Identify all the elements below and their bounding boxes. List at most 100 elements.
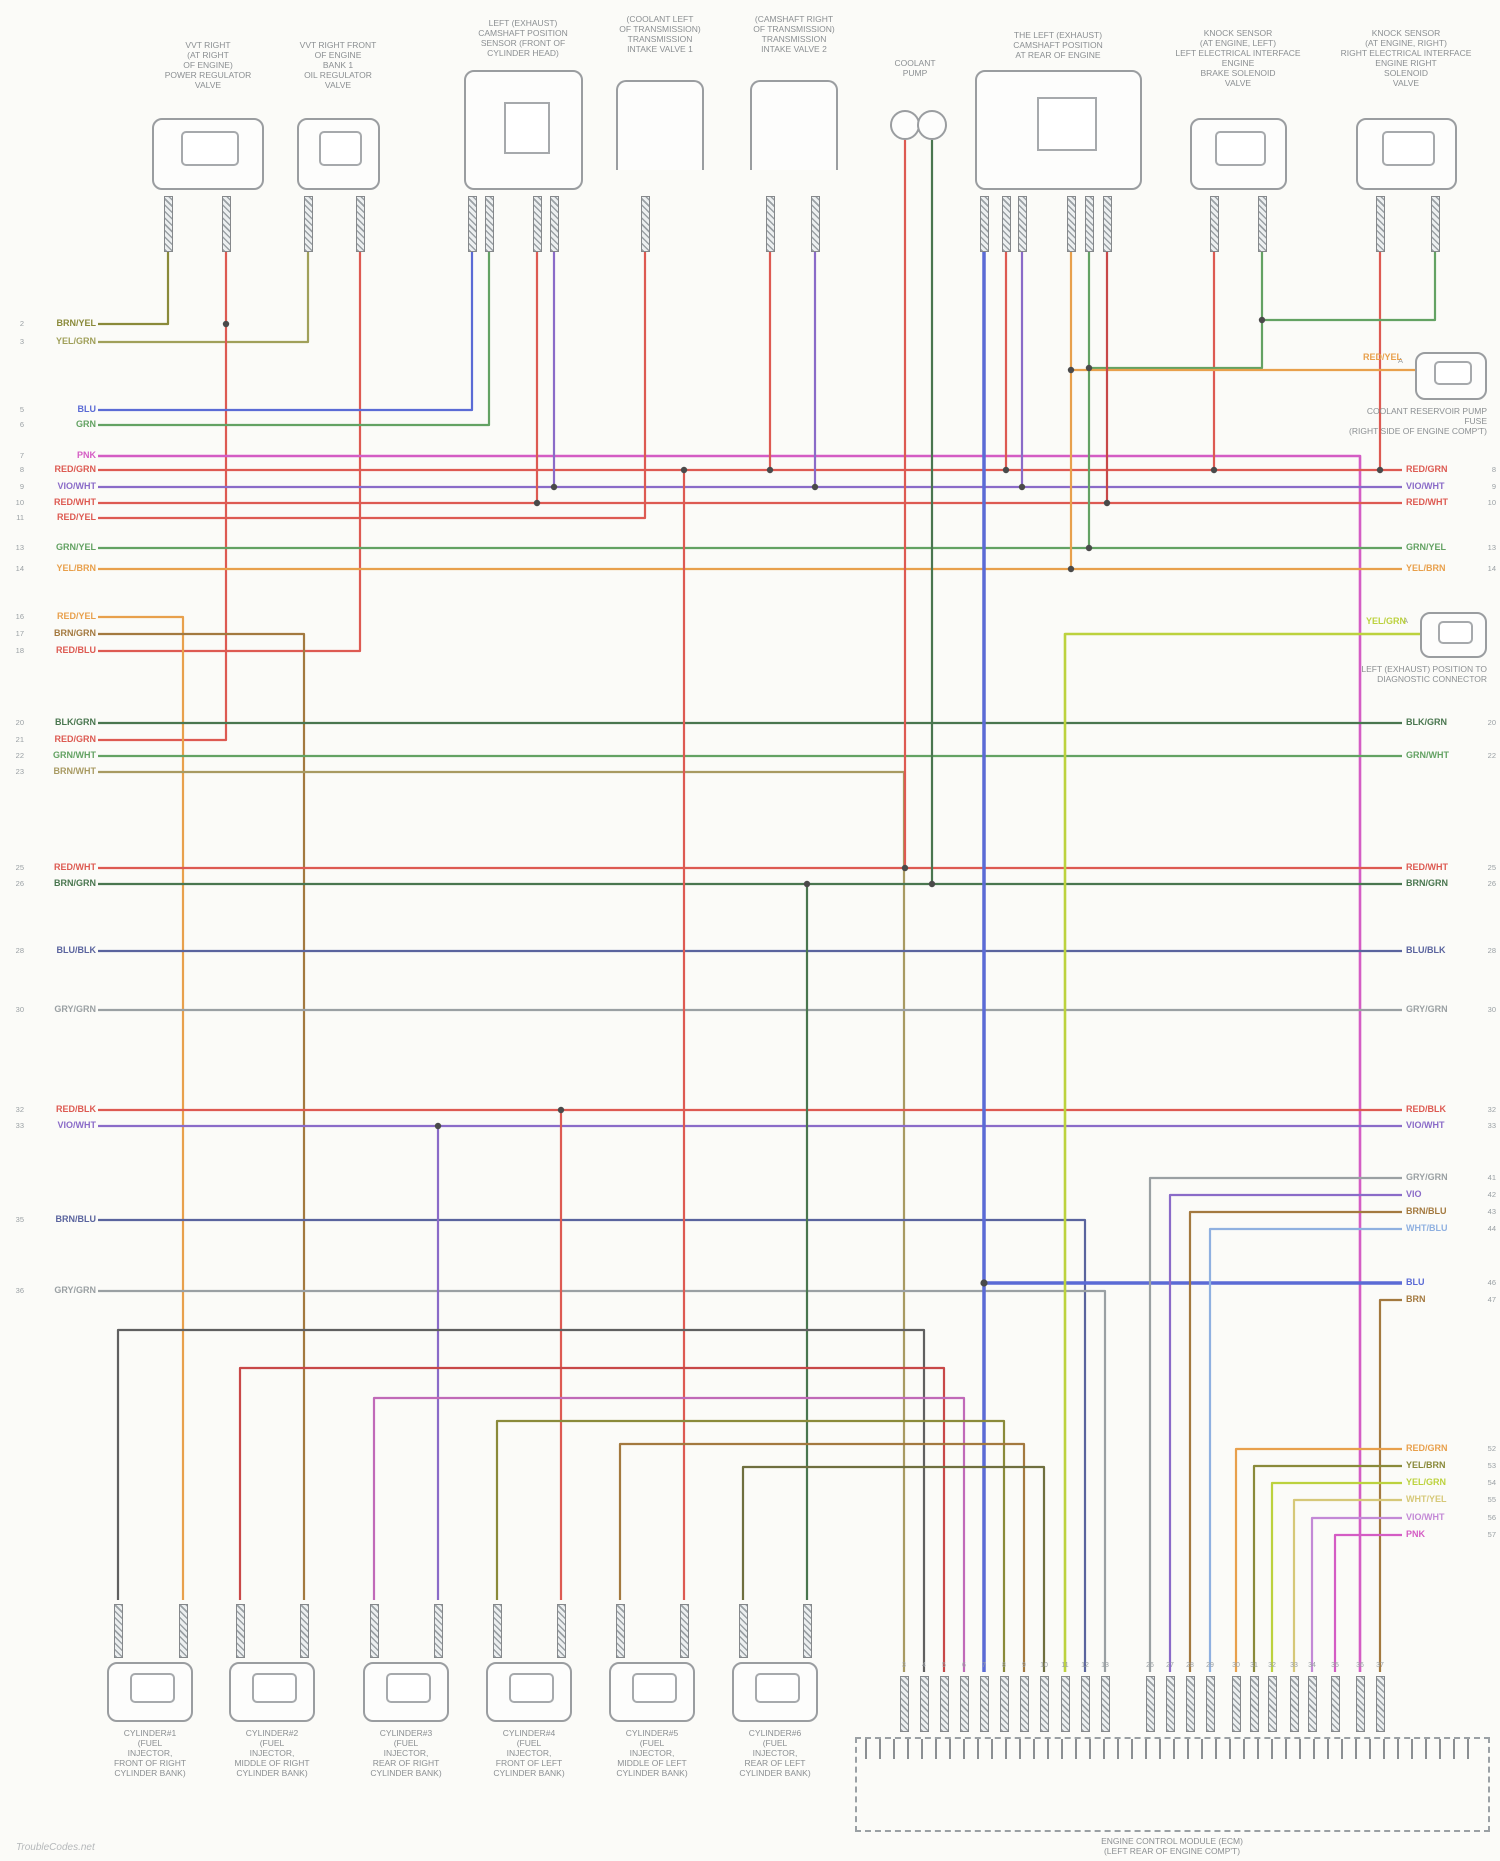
pin-number: 22 <box>15 751 24 760</box>
component-label: KNOCK SENSOR (AT ENGINE, LEFT) LEFT ELEC… <box>1175 28 1301 88</box>
wire-label: GRN/WHT <box>53 750 96 760</box>
connector-pin <box>615 1604 625 1658</box>
wire-label: GRN <box>76 419 96 429</box>
connector-pin <box>765 196 775 252</box>
pin-number: 16 <box>15 612 24 621</box>
component-camshaft-position-left-exhaust <box>975 70 1142 190</box>
pin-number: 30 <box>15 1005 24 1014</box>
pin-number: 28 <box>15 946 24 955</box>
ecm-connector-pin <box>1039 1676 1049 1732</box>
ecm-connector-pin <box>1267 1676 1277 1732</box>
ecm-connector-pin <box>1330 1676 1340 1732</box>
ecm-pin-number: 9 <box>1022 1662 1026 1669</box>
wire-label: BLU <box>1406 1277 1425 1287</box>
wire-label: RED/GRN <box>1406 464 1448 474</box>
injector-label: CYLINDER#1 (FUEL INJECTOR, FRONT OF RIGH… <box>113 1728 187 1778</box>
wire-label: RED/GRN <box>54 464 96 474</box>
ecm-pin-number: 31 <box>1250 1662 1258 1669</box>
ecm-connector-pin <box>979 1676 989 1732</box>
component-camshaft-position-sensor-left <box>464 70 583 190</box>
connector-cavity <box>181 130 239 167</box>
diagnostic-connector-label: LEFT (EXHAUST) POSITION TO DIAGNOSTIC CO… <box>1361 664 1487 684</box>
ecm-connector-pin <box>999 1676 1009 1732</box>
ecm-pin-number: 29 <box>1206 1662 1214 1669</box>
connector-pin <box>1017 196 1027 252</box>
connector-pin <box>556 1604 566 1658</box>
pin-number: 52 <box>1487 1444 1496 1453</box>
pin-number: 10 <box>1487 498 1496 507</box>
wire-label: WHT/YEL <box>1406 1494 1447 1504</box>
pin-number: 14 <box>15 564 24 573</box>
component-transmission-intake-valve-1 <box>616 80 704 170</box>
connector-cavity <box>251 1672 297 1703</box>
ecm-pin-number: 32 <box>1268 1662 1276 1669</box>
component-transmission-intake-valve-2 <box>750 80 838 170</box>
ecm-connector-pin <box>1355 1676 1365 1732</box>
pin-number: 2 <box>19 319 24 328</box>
pin-number: 32 <box>15 1105 24 1114</box>
wire-label: BLK/GRN <box>1406 717 1447 727</box>
pin-number: 46 <box>1487 1278 1496 1287</box>
fuse-label: COOLANT RESERVOIR PUMP FUSE (RIGHT SIDE … <box>1349 406 1487 436</box>
connector-pin <box>1102 196 1112 252</box>
component-label: VVT RIGHT FRONT OF ENGINE BANK 1 OIL REG… <box>299 40 377 90</box>
connector-cavity <box>318 130 363 167</box>
pin-number: 14 <box>1487 564 1496 573</box>
wire-label: BLU/BLK <box>56 945 97 955</box>
connector-pin <box>1375 196 1385 252</box>
coolant-pump-fuse-box <box>1415 352 1487 400</box>
pin-number: 13 <box>15 543 24 552</box>
wire-label: GRY/GRN <box>54 1285 96 1295</box>
injector-label: CYLINDER#4 (FUEL INJECTOR, FRONT OF LEFT… <box>493 1728 565 1778</box>
component-injector-4 <box>486 1662 572 1722</box>
pin-number: 36 <box>15 1286 24 1295</box>
wire-label: VIO/WHT <box>1406 1512 1445 1522</box>
pin-number: 56 <box>1487 1513 1496 1522</box>
wire-label: RED/WHT <box>1406 862 1448 872</box>
pin-number: 5 <box>19 405 24 414</box>
connector-pin <box>303 196 313 252</box>
wire-label: YEL/BRN <box>1406 1460 1446 1470</box>
pin-number: 11 <box>16 513 24 522</box>
component-label: LEFT (EXHAUST) CAMSHAFT POSITION SENSOR … <box>478 18 568 58</box>
connector-pin <box>221 196 231 252</box>
pin-number: 10 <box>15 498 24 507</box>
pin-number: 13 <box>1487 543 1496 552</box>
pin-number: 43 <box>1487 1207 1496 1216</box>
wire-label: RED/BLU <box>56 645 96 655</box>
wire-label: WHT/BLU <box>1406 1223 1448 1233</box>
connector-pin <box>679 1604 689 1658</box>
connector-pin <box>979 196 989 252</box>
component-injector-1 <box>107 1662 193 1722</box>
component-label: KNOCK SENSOR (AT ENGINE, RIGHT) RIGHT EL… <box>1340 28 1472 88</box>
pin-number: 9 <box>1491 482 1496 491</box>
wire-label: BLU/BLK <box>1406 945 1446 955</box>
ecm-pin-number: 30 <box>1232 1662 1240 1669</box>
connector-cavity <box>1382 130 1435 167</box>
wire-label: VIO/WHT <box>57 481 97 491</box>
pin-number: 20 <box>1487 718 1496 727</box>
ecm-connector-pin <box>1060 1676 1070 1732</box>
wire-label: YEL/GRN <box>1365 616 1406 626</box>
connector-pin <box>1001 196 1011 252</box>
ecm-pin-number: 8 <box>1002 1662 1006 1669</box>
component-knock-sensor-left <box>1190 118 1287 190</box>
pin-number: 53 <box>1487 1461 1496 1470</box>
connector-pin <box>1209 196 1219 252</box>
ecm-pin-number: 12 <box>1081 1662 1089 1669</box>
pin-number: 33 <box>1487 1121 1496 1130</box>
connector-pin <box>178 1604 188 1658</box>
pin-number: 9 <box>19 482 24 491</box>
connector-pin <box>810 196 820 252</box>
ecm-connector-pin <box>1165 1676 1175 1732</box>
ecm-connector-pin <box>1249 1676 1259 1732</box>
wire-label: GRY/GRN <box>54 1004 96 1014</box>
wire-label: RED/GRN <box>54 734 96 744</box>
watermark: TroubleCodes.net <box>16 1842 95 1853</box>
injector-label: CYLINDER#6 (FUEL INJECTOR, REAR OF LEFT … <box>739 1728 811 1778</box>
wire-label: YEL/GRN <box>55 336 96 346</box>
pin-number: 32 <box>1487 1105 1496 1114</box>
component-vvt-motor-right <box>152 118 264 190</box>
